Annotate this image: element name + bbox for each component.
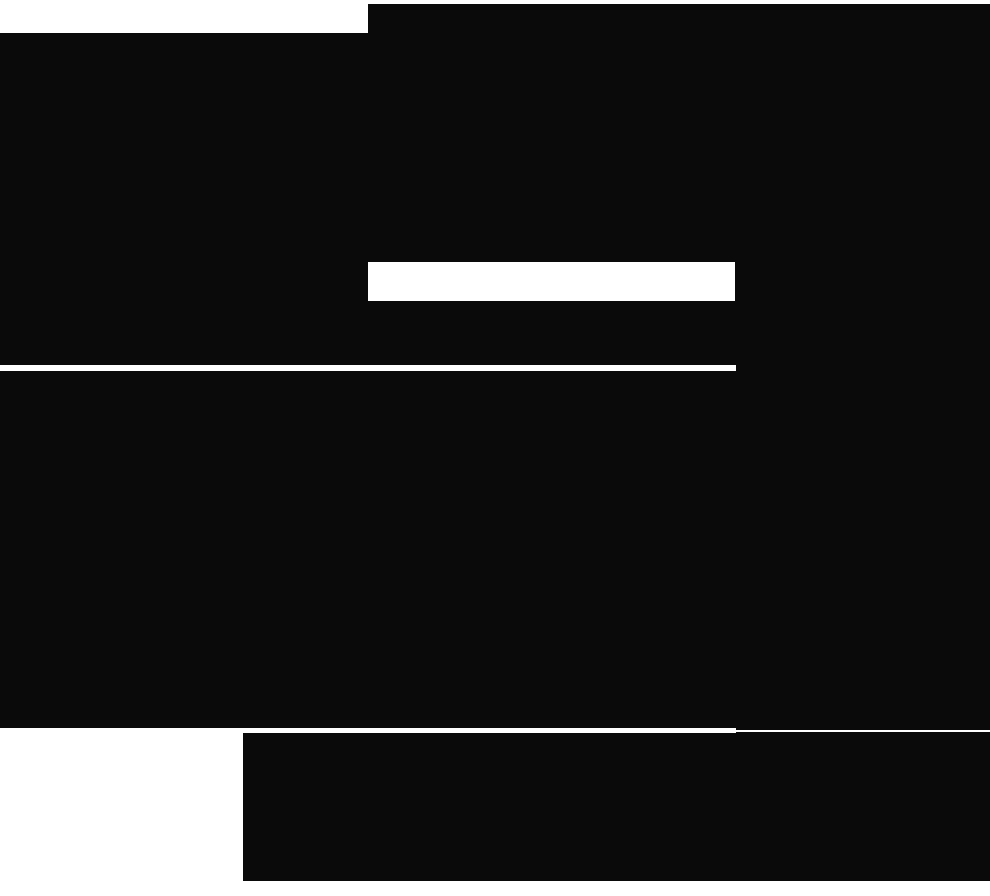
white-gap-top-left-strip <box>0 0 368 33</box>
white-gap-lower-divider-line <box>736 730 990 732</box>
white-bottom-edge-strip <box>0 881 990 896</box>
white-center-blank-rect <box>368 262 735 301</box>
white-gap-lower-divider-band <box>0 728 736 733</box>
white-gap-upper-divider-band <box>0 365 736 371</box>
white-gap-top-edge-line <box>368 0 990 4</box>
white-bottom-left-block <box>0 733 243 896</box>
